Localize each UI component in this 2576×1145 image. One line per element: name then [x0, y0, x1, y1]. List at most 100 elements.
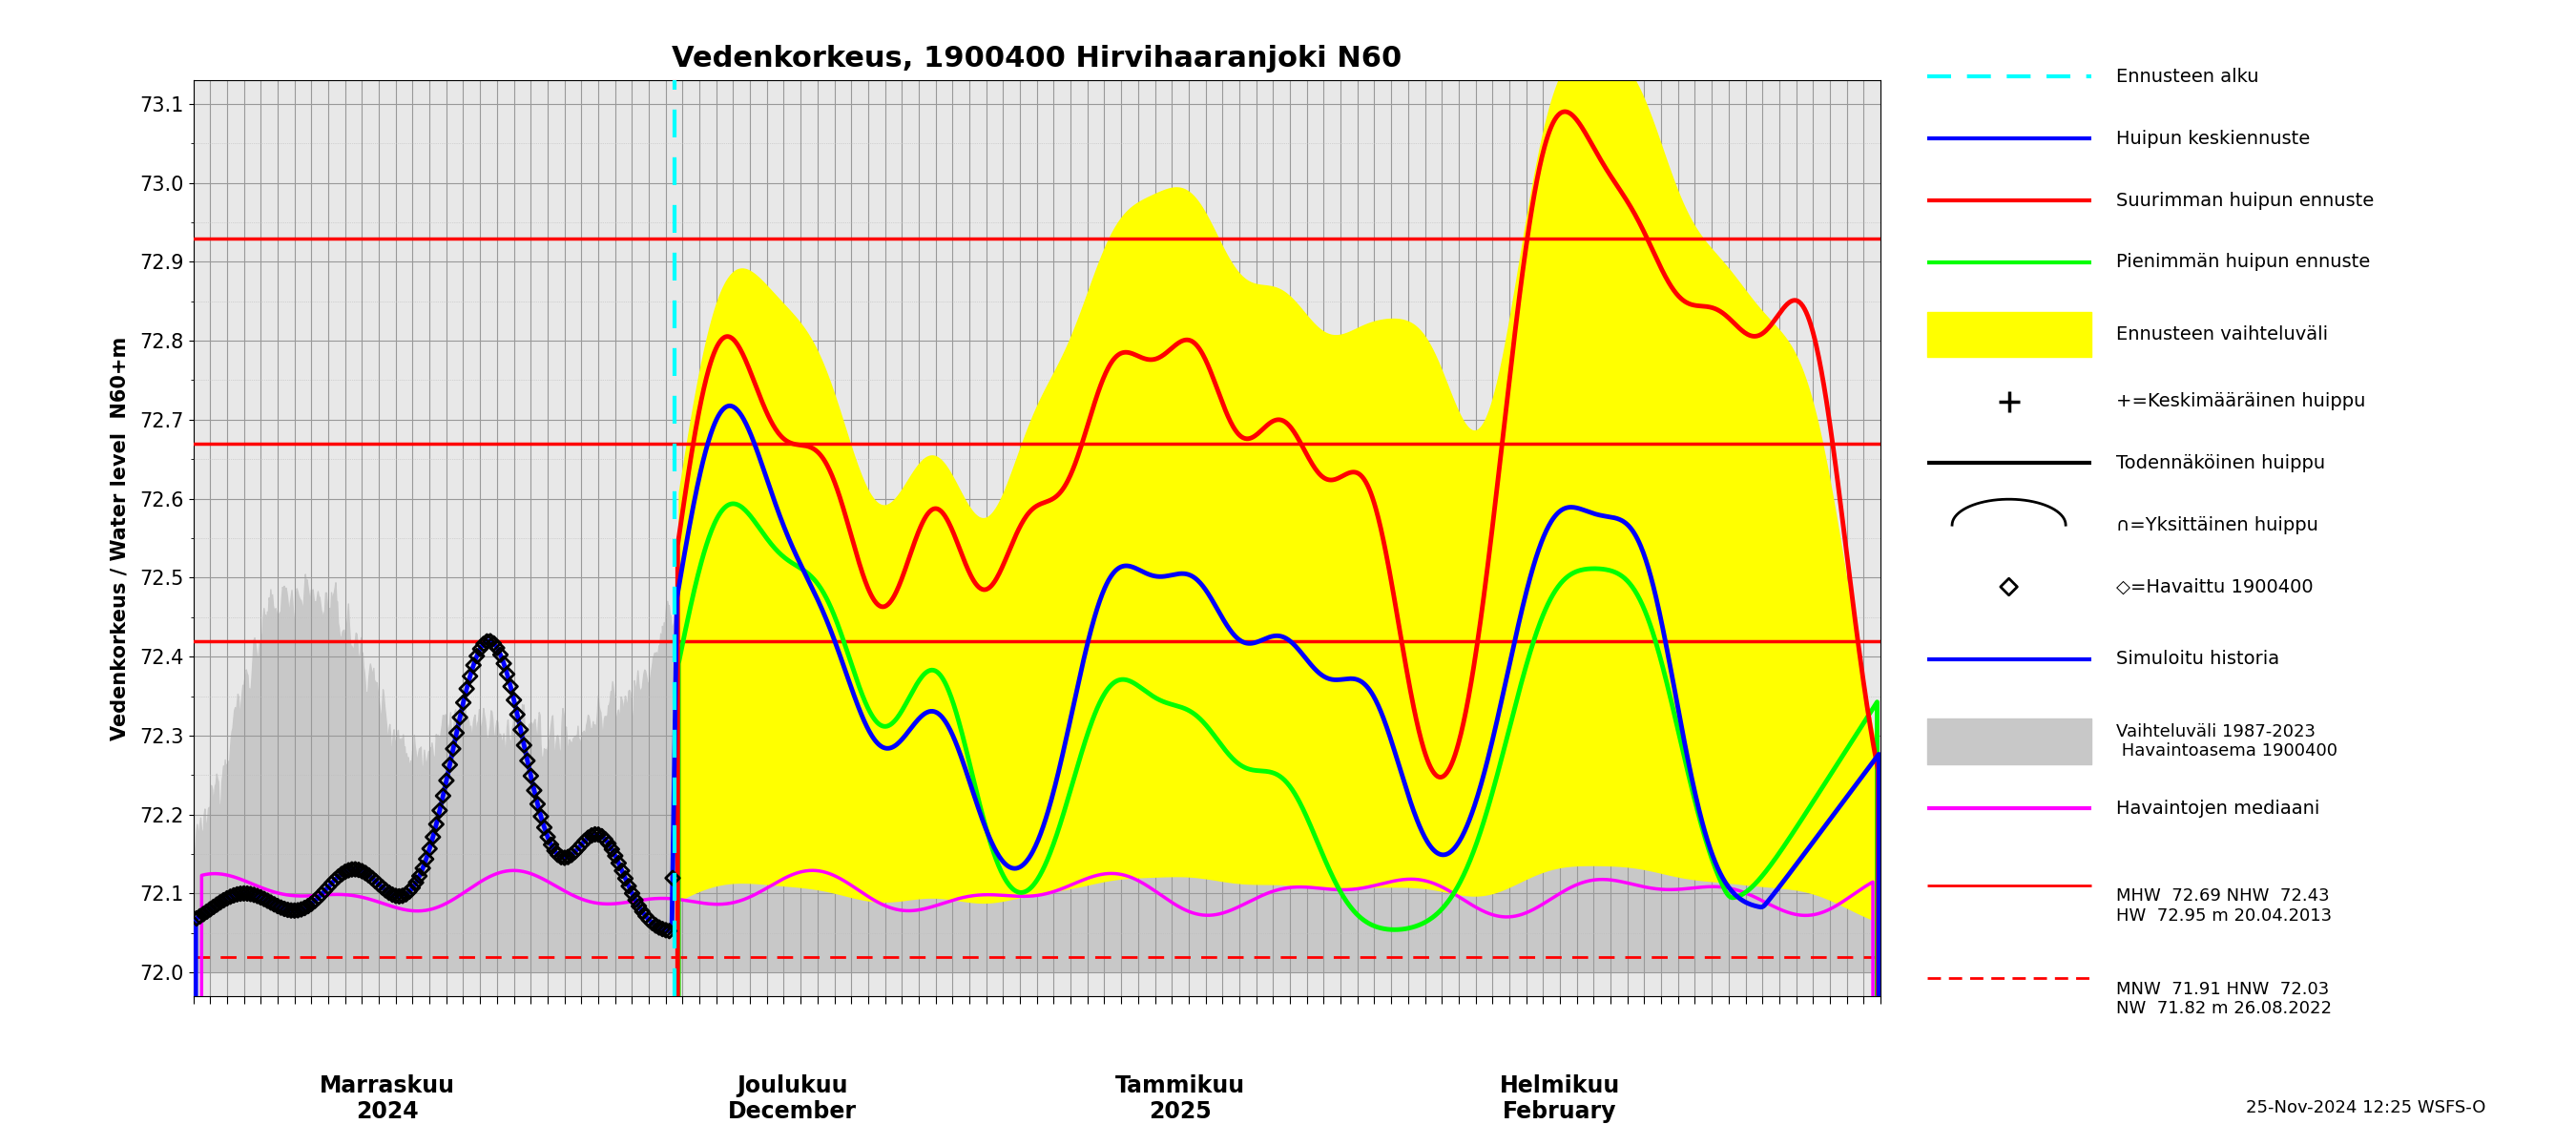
Point [206, 890, 247, 908]
Point [278, 901, 319, 919]
Point [631, 914, 672, 932]
Point [296, 889, 337, 907]
Point [294, 892, 335, 910]
Point [582, 827, 623, 845]
Point [301, 885, 343, 903]
Point [577, 826, 618, 844]
Point [381, 886, 422, 905]
Point [252, 895, 294, 914]
Point [366, 881, 407, 899]
Point [459, 640, 500, 658]
Point [214, 886, 255, 905]
Point [484, 655, 526, 673]
Point [240, 889, 281, 907]
Point [227, 884, 268, 902]
Point [639, 918, 680, 937]
Point [513, 781, 554, 799]
Point [358, 875, 399, 893]
Point [273, 901, 314, 919]
Point [598, 854, 639, 872]
Point [415, 815, 456, 834]
Point [322, 864, 363, 883]
Text: MNW  71.91 HNW  72.03
NW  71.82 m 26.08.2022: MNW 71.91 HNW 72.03 NW 71.82 m 26.08.202… [2115, 980, 2331, 1018]
Text: Huipun keskiennuste: Huipun keskiennuste [2115, 129, 2311, 148]
Point [386, 885, 428, 903]
Text: ◇=Havaittu 1900400: ◇=Havaittu 1900400 [2115, 578, 2313, 595]
Point [237, 887, 278, 906]
Point [541, 848, 582, 867]
Point [283, 899, 325, 917]
Point [464, 634, 505, 653]
Point [456, 647, 497, 665]
Point [355, 872, 397, 891]
Point [420, 802, 461, 820]
Text: ∩=Yksittäinen huippu: ∩=Yksittäinen huippu [2115, 516, 2318, 534]
Text: Simuloitu historia: Simuloitu historia [2115, 650, 2280, 668]
Point [198, 893, 240, 911]
Point [260, 899, 301, 917]
Point [595, 846, 636, 864]
Point [175, 909, 216, 927]
Point [392, 878, 433, 897]
Point [523, 819, 564, 837]
Point [337, 861, 379, 879]
Point [652, 869, 693, 887]
Point [348, 867, 389, 885]
Point [495, 690, 536, 709]
Text: Tammikuu
2025: Tammikuu 2025 [1115, 1074, 1244, 1123]
Point [314, 870, 355, 889]
Point [538, 846, 580, 864]
Point [350, 869, 392, 887]
Point [518, 795, 559, 813]
Point [250, 893, 291, 911]
Point [502, 736, 544, 755]
Point [361, 878, 402, 897]
Point [477, 639, 518, 657]
Point [281, 900, 322, 918]
Point [433, 740, 474, 758]
Point [412, 828, 453, 846]
Point [404, 850, 446, 868]
Point [183, 905, 224, 923]
Text: 25-Nov-2024 12:25 WSFS-O: 25-Nov-2024 12:25 WSFS-O [2246, 1099, 2486, 1116]
Point [289, 897, 330, 915]
Point [216, 885, 258, 903]
Text: Marraskuu
2024: Marraskuu 2024 [319, 1074, 456, 1123]
Point [600, 861, 641, 879]
Point [567, 829, 608, 847]
Point [564, 831, 605, 850]
Point [440, 709, 482, 727]
Text: Pienimmän huipun ennuste: Pienimmän huipun ennuste [2115, 253, 2370, 271]
Point [379, 887, 420, 906]
Point [474, 634, 515, 653]
Point [556, 839, 598, 858]
Point [229, 885, 270, 903]
Title: Vedenkorkeus, 1900400 Hirvihaaranjoki N60: Vedenkorkeus, 1900400 Hirvihaaranjoki N6… [672, 45, 1401, 72]
Point [626, 907, 667, 925]
Point [611, 884, 652, 902]
Point [572, 827, 613, 845]
Point [489, 678, 531, 696]
Point [644, 921, 685, 939]
Point [533, 842, 574, 860]
Point [193, 898, 234, 916]
Point [397, 874, 438, 892]
Text: Vaihteluväli 1987-2023
 Havaintoasema 1900400: Vaihteluväli 1987-2023 Havaintoasema 190… [2115, 722, 2336, 760]
Point [587, 835, 629, 853]
Point [435, 724, 477, 742]
Point [446, 680, 487, 698]
Point [345, 863, 386, 882]
Point [453, 656, 495, 674]
Point [621, 902, 662, 921]
Point [1989, 577, 2030, 595]
Point [500, 720, 541, 739]
Point [546, 847, 587, 866]
Text: MHW  72.69 NHW  72.43
HW  72.95 m 20.04.2013: MHW 72.69 NHW 72.43 HW 72.95 m 20.04.201… [2115, 887, 2331, 925]
Point [531, 836, 572, 854]
Point [268, 901, 309, 919]
Point [307, 878, 348, 897]
Point [335, 860, 376, 878]
Point [551, 846, 592, 864]
Point [234, 886, 276, 905]
Point [641, 919, 683, 938]
